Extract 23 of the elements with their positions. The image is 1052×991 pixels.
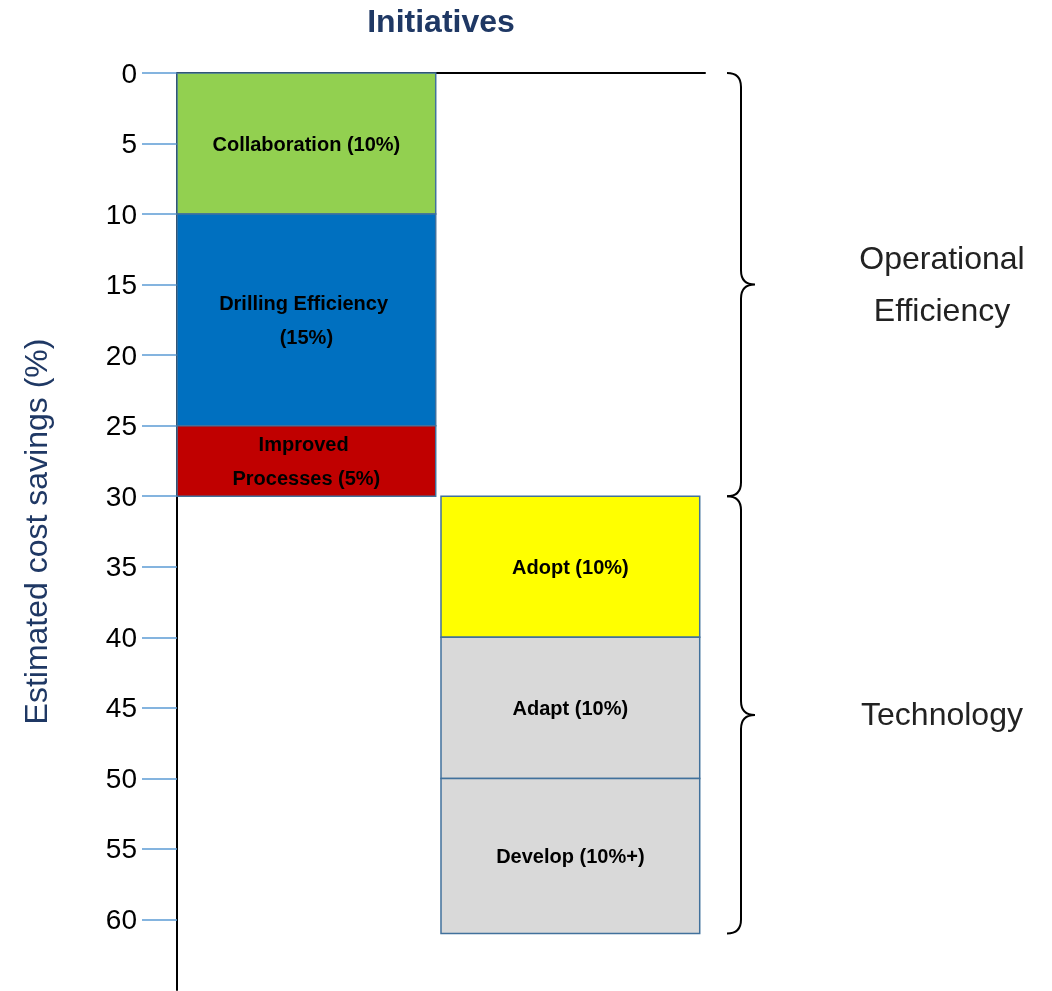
y-tick-label: 55 [105, 833, 137, 865]
y-tick-label: 0 [121, 57, 137, 89]
series-label: Adapt (10%) [512, 696, 629, 719]
y-tick-label: 10 [105, 198, 137, 230]
y-tick-label: 5 [121, 128, 137, 160]
y-tick-label: 25 [105, 410, 137, 442]
series-label: Adopt (10%) [512, 555, 629, 578]
y-tick-label: 35 [105, 551, 137, 583]
y-tick-label: 50 [105, 762, 137, 794]
series-label: Collaboration (10%) [212, 132, 401, 155]
y-tick-label: 40 [105, 621, 137, 653]
y-tick-label: 60 [105, 903, 137, 935]
y-tick-label: 20 [105, 339, 137, 371]
series-label: Improved Processes (5%) [232, 432, 381, 489]
text: Operational Efficiency [859, 239, 1025, 328]
y-tick-label: 30 [105, 480, 137, 512]
series-label: Develop (10%+) [496, 844, 645, 867]
text: Technology [861, 695, 1023, 732]
y-tick-label: 15 [105, 269, 137, 301]
y-axis-title: Estimated cost savings (%) [18, 338, 54, 725]
y-tick-label: 45 [105, 692, 137, 724]
series-label: Drilling Efficiency (15%) [219, 291, 394, 348]
x-axis-title: Initiatives [367, 3, 515, 39]
